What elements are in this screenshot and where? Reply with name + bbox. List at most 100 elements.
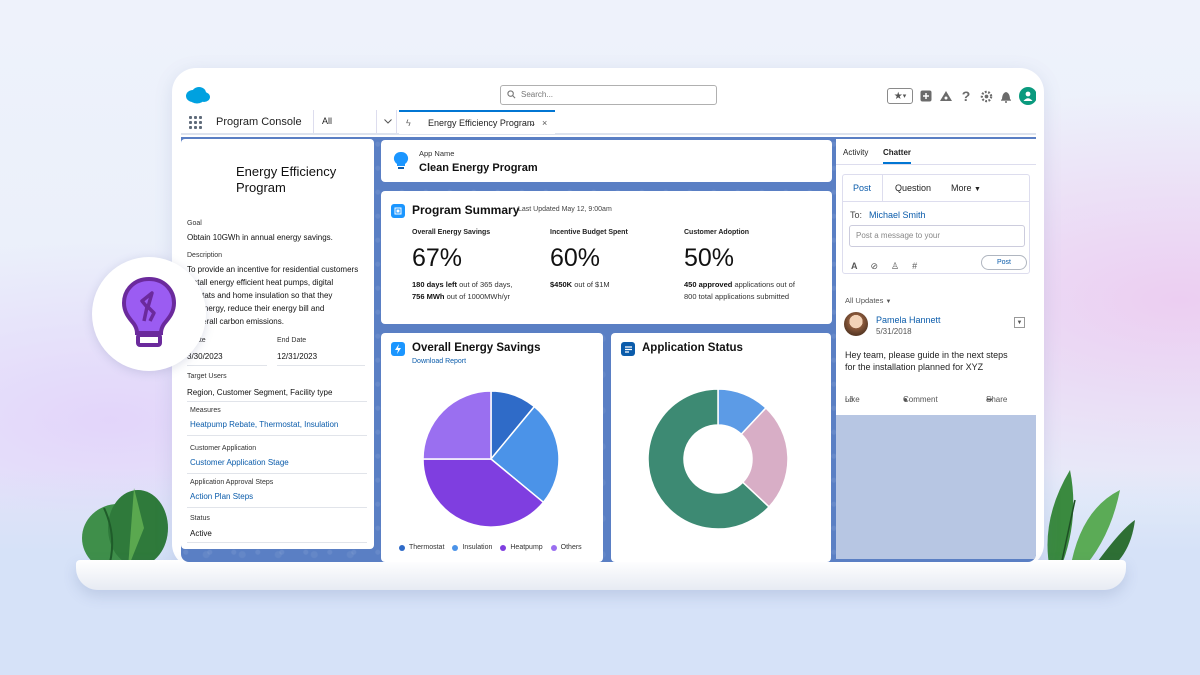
metric-label: Customer Adoption bbox=[684, 229, 750, 236]
status-list-icon bbox=[621, 342, 635, 356]
lightbulb-badge bbox=[92, 257, 206, 371]
all-updates-filter[interactable]: All Updates ▼ bbox=[845, 296, 891, 305]
download-report-link[interactable]: Download Report bbox=[412, 358, 467, 365]
user-avatar-icon[interactable] bbox=[1019, 87, 1036, 105]
summary-title: Program Summary bbox=[412, 203, 520, 217]
feed-post-date: 5/31/2018 bbox=[876, 327, 912, 336]
tab-chevron-down-icon[interactable]: ⌄ bbox=[529, 118, 537, 128]
summary-last-updated: Last Updated May 12, 9:00am bbox=[518, 206, 612, 213]
salesforce-cloud-logo-icon[interactable] bbox=[185, 86, 211, 104]
help-icon[interactable]: ? bbox=[961, 88, 971, 104]
pie-slice[interactable] bbox=[422, 390, 492, 460]
pie-slice[interactable] bbox=[740, 406, 789, 508]
energy-savings-pie-chart bbox=[422, 390, 560, 528]
global-search-input[interactable]: Search... bbox=[500, 85, 717, 105]
left-plant-illustration bbox=[82, 488, 168, 572]
publisher-tab-post[interactable]: Post bbox=[853, 183, 872, 193]
settings-gear-icon[interactable] bbox=[979, 89, 993, 103]
approval-steps-label: Application Approval Steps bbox=[190, 479, 274, 486]
search-placeholder: Search... bbox=[521, 90, 554, 99]
nav-dropdown-chevron-icon[interactable] bbox=[379, 110, 397, 133]
divider bbox=[843, 201, 1029, 202]
metric-value: 60% bbox=[550, 244, 601, 272]
text-format-icon[interactable]: A bbox=[851, 261, 858, 271]
tab-activity[interactable]: Activity bbox=[843, 148, 869, 157]
hashtag-icon[interactable]: # bbox=[912, 261, 918, 271]
summary-report-icon bbox=[391, 204, 405, 218]
app-screen: Search... ★ ▾ ? Program Cons bbox=[181, 80, 1036, 562]
search-icon bbox=[507, 90, 516, 99]
tab-chatter[interactable]: Chatter bbox=[883, 148, 912, 164]
trailhead-icon[interactable] bbox=[939, 89, 953, 103]
publisher-tab-border bbox=[843, 175, 883, 202]
measures-link[interactable]: Heatpump Rebate, Thermostat, Insulation bbox=[190, 420, 339, 429]
feed-item-menu-icon[interactable]: ▼ bbox=[1014, 317, 1025, 328]
description-label: Description bbox=[187, 252, 223, 259]
energy-savings-chart-card: Overall Energy Savings Download Report T… bbox=[381, 333, 603, 562]
message-input[interactable]: Post a message to your bbox=[849, 225, 1025, 247]
metric-sub: applications out of bbox=[732, 280, 795, 289]
metric-label: Overall Energy Savings bbox=[412, 229, 491, 236]
description-line: To provide an incentive for residential … bbox=[187, 265, 359, 274]
divider bbox=[187, 365, 267, 366]
like-label: Like bbox=[845, 395, 860, 404]
post-button[interactable]: Post bbox=[981, 255, 1027, 270]
program-summary-card: Program Summary Last Updated May 12, 9:0… bbox=[381, 191, 832, 324]
pie-slice[interactable] bbox=[489, 405, 560, 504]
notifications-bell-icon[interactable] bbox=[999, 89, 1013, 103]
feed-post-body: Hey team, please guide in the next steps… bbox=[845, 350, 1008, 372]
metric-sub-bold: 450 approved bbox=[684, 280, 733, 289]
lightbulb-icon bbox=[393, 151, 409, 169]
goal-value: Obtain 10GWh in annual energy savings. bbox=[187, 233, 333, 242]
app-name-card: App Name Clean Energy Program bbox=[381, 140, 832, 182]
pie-slice[interactable] bbox=[422, 458, 545, 528]
mention-user-icon[interactable]: ♙ bbox=[891, 261, 900, 271]
right-plant-illustration bbox=[1047, 470, 1135, 575]
feed-author-name[interactable]: Pamela Hannett bbox=[876, 315, 941, 325]
nav-item-all-programs[interactable]: All Programs bbox=[313, 110, 377, 149]
app-launcher-waffle-icon[interactable] bbox=[189, 116, 202, 129]
start-date-value: 3/30/2023 bbox=[187, 352, 223, 361]
legend-label: Heatpump bbox=[510, 544, 543, 551]
to-recipient[interactable]: Michael Smith bbox=[869, 210, 926, 220]
add-icon[interactable] bbox=[919, 89, 933, 103]
publisher-toolbar: A ⊘ ♙ # bbox=[851, 261, 917, 272]
metric-sub-bold: $450K bbox=[550, 280, 573, 289]
lightbulb-idea-icon bbox=[121, 276, 177, 347]
legend-swatch bbox=[399, 544, 405, 551]
pie-slice[interactable] bbox=[647, 388, 771, 530]
caret-down-icon: ▼ bbox=[974, 186, 981, 193]
record-detail-panel: Energy Efficiency Program Goal Obtain 10… bbox=[181, 139, 374, 549]
metric-incentive-budget: Incentive Budget Spent 60% $450K out of … bbox=[550, 229, 690, 291]
publisher-tab-more[interactable]: More ▼ bbox=[951, 183, 981, 193]
favorites-button[interactable]: ★ ▾ bbox=[887, 88, 913, 104]
avatar[interactable] bbox=[844, 312, 868, 336]
customer-application-link[interactable]: Customer Application Stage bbox=[190, 458, 289, 467]
share-arrow-icon: ➦ bbox=[986, 395, 993, 404]
publisher-tab-question[interactable]: Question bbox=[895, 183, 932, 193]
record-title-line2: Program bbox=[236, 180, 286, 195]
legend-label: Thermostat bbox=[409, 544, 445, 551]
divider bbox=[187, 435, 367, 436]
divider bbox=[187, 473, 367, 474]
metric-energy-savings: Overall Energy Savings 67% 180 days left… bbox=[412, 229, 552, 303]
metric-subtext: $450K out of $1M bbox=[550, 279, 690, 291]
comment-label: Comment bbox=[903, 395, 938, 404]
metric-sub: out of 365 days, bbox=[457, 280, 513, 289]
app-name-value: Clean Energy Program bbox=[419, 162, 538, 174]
legend-label: Insulation bbox=[462, 544, 493, 551]
metric-sub: out of $1M bbox=[572, 280, 610, 289]
application-status-donut-chart bbox=[647, 388, 789, 530]
metric-sub: 800 total applications submitted bbox=[684, 292, 790, 301]
caret-down-icon: ▼ bbox=[885, 299, 892, 305]
link-icon[interactable]: ⊘ bbox=[870, 261, 879, 271]
metric-sub: out of 1000MWh/yr bbox=[444, 292, 510, 301]
end-date-label: End Date bbox=[277, 337, 307, 344]
approval-steps-link[interactable]: Action Plan Steps bbox=[190, 492, 254, 501]
metric-sub-bold: 756 MWh bbox=[412, 292, 445, 301]
tab-close-icon[interactable]: × bbox=[542, 118, 548, 128]
divider bbox=[187, 401, 367, 402]
tab-energy-efficiency-program[interactable]: ϟ Energy Efficiency Program ⌄ × bbox=[399, 110, 555, 134]
metric-value: 67% bbox=[412, 244, 463, 272]
status-chart-title: Application Status bbox=[642, 342, 743, 354]
